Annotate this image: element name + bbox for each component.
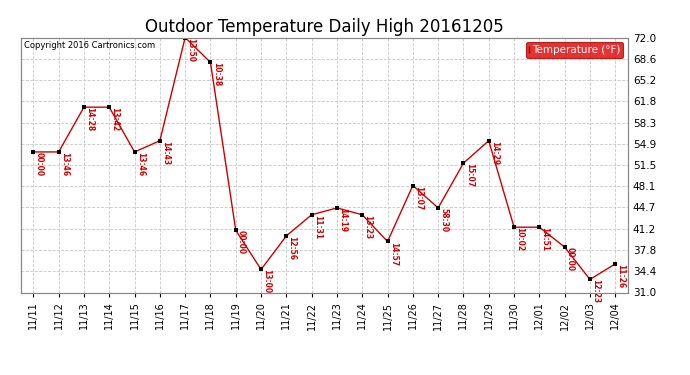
Text: 13:07: 13:07 [414, 186, 423, 210]
Text: 00:00: 00:00 [34, 152, 43, 176]
Text: 13:23: 13:23 [364, 215, 373, 239]
Text: 14:19: 14:19 [338, 208, 347, 232]
Text: 11:31: 11:31 [313, 215, 322, 239]
Text: 14:51: 14:51 [541, 227, 550, 251]
Title: Outdoor Temperature Daily High 20161205: Outdoor Temperature Daily High 20161205 [145, 18, 504, 36]
Text: 15:07: 15:07 [464, 163, 474, 187]
Text: 13:50: 13:50 [186, 38, 195, 62]
Text: 14:43: 14:43 [161, 141, 170, 165]
Text: 13:42: 13:42 [110, 107, 119, 131]
Text: 10:02: 10:02 [515, 227, 524, 251]
Text: Copyright 2016 Cartronics.com: Copyright 2016 Cartronics.com [23, 41, 155, 50]
Text: 12:56: 12:56 [288, 236, 297, 260]
Text: 13:00: 13:00 [262, 270, 271, 294]
Text: 00:00: 00:00 [237, 230, 246, 254]
Legend: Temperature (°F): Temperature (°F) [526, 42, 623, 58]
Text: 11:26: 11:26 [617, 264, 626, 288]
Text: 12:23: 12:23 [591, 279, 600, 304]
Text: 13:46: 13:46 [60, 152, 69, 176]
Text: 10:38: 10:38 [212, 62, 221, 87]
Text: 14:29: 14:29 [490, 141, 499, 165]
Text: 13:46: 13:46 [136, 152, 145, 176]
Text: 14:28: 14:28 [85, 107, 95, 131]
Text: 14:57: 14:57 [388, 242, 398, 266]
Text: 00:00: 00:00 [566, 247, 575, 271]
Text: 58:30: 58:30 [440, 208, 449, 232]
